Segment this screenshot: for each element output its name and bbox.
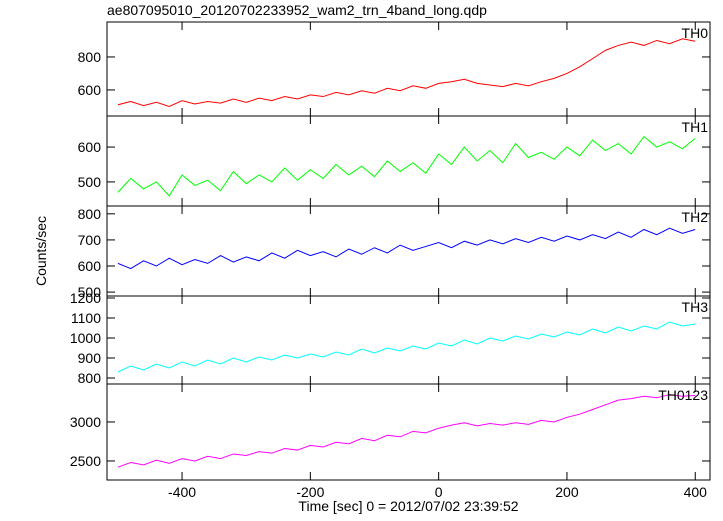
series-label: TH3	[682, 299, 709, 315]
y-axis-label: Counts/sec	[33, 216, 49, 286]
x-tick-label: -200	[296, 484, 324, 500]
axes-frame	[106, 115, 711, 207]
y-tick-label: 500	[78, 174, 102, 190]
y-tick-label: 1100	[71, 310, 101, 326]
y-tick-label: 600	[78, 258, 102, 274]
axes-frame	[106, 21, 711, 117]
y-tick-label: 500	[78, 284, 102, 300]
series-line	[117, 321, 696, 373]
y-tick-label: 3000	[70, 414, 101, 430]
x-tick-label: -400	[168, 484, 196, 500]
y-tick-label: 800	[78, 206, 102, 222]
y-tick-label: 600	[78, 82, 102, 98]
x-tick-label: 200	[555, 484, 579, 500]
axes-frame	[106, 295, 711, 385]
axes-frame	[106, 383, 711, 481]
axes-frame	[106, 205, 711, 297]
y-tick-label: 800	[78, 370, 102, 386]
series-line	[117, 227, 696, 270]
series-label: TH1	[682, 119, 709, 135]
y-tick-label: 1000	[70, 330, 101, 346]
x-tick-label: 0	[435, 484, 443, 500]
series-label: TH2	[682, 209, 709, 225]
y-tick-label: 700	[78, 232, 102, 248]
x-axis-label: Time [sec] 0 = 2012/07/02 23:39:52	[298, 498, 518, 514]
y-tick-label: 900	[78, 350, 102, 366]
y-tick-label: 600	[78, 139, 102, 155]
y-tick-label: 1200	[70, 290, 101, 306]
y-tick-label: 2500	[70, 453, 101, 469]
series-label: TH0	[682, 25, 709, 41]
series-label: TH0123	[658, 387, 708, 403]
series-line	[117, 38, 696, 107]
series-line	[117, 135, 696, 197]
series-line	[117, 394, 696, 468]
y-tick-label: 800	[78, 49, 102, 65]
x-tick-label: 400	[684, 484, 708, 500]
chart-title: ae807095010_20120702233952_wam2_trn_4ban…	[107, 2, 487, 18]
